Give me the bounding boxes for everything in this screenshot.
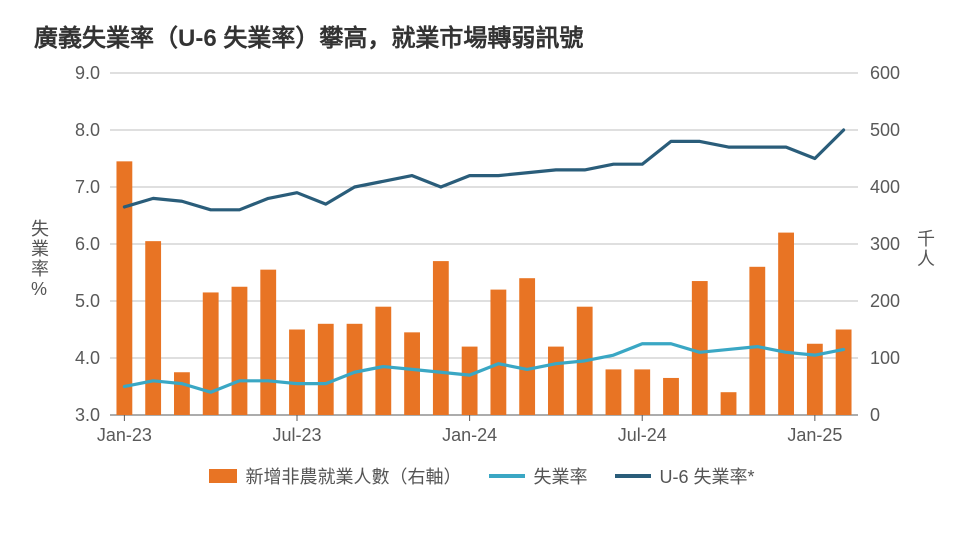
svg-text:400: 400 <box>870 177 900 197</box>
plot-zone: 失業率% 千人 3.04.05.06.07.08.09.001002003004… <box>30 59 934 459</box>
svg-text:8.0: 8.0 <box>75 120 100 140</box>
plot-svg: 3.0 4.0 5.0 6.0 7.0 8.0 9.0 0 100 200 300 400 500 600… <box>30 59 934 459</box>
svg-text:500: 500 <box>870 120 900 140</box>
legend-label: U-6 失業率* <box>659 463 754 489</box>
chart-title: 廣義失業率（U-6 失業率）攀高，就業市場轉弱訊號 <box>34 18 934 53</box>
svg-text:9.0: 9.0 <box>75 63 100 83</box>
legend-item-unemp: 失業率 <box>489 463 587 489</box>
legend-swatch-bar <box>209 469 237 483</box>
svg-text:7.0: 7.0 <box>75 177 100 197</box>
legend-label: 新增非農就業人數（右軸） <box>245 463 461 489</box>
legend-item-u6: U-6 失業率* <box>615 463 754 489</box>
y-left-axis-label: 失業率% <box>26 219 52 301</box>
svg-text:600: 600 <box>870 63 900 83</box>
legend-swatch-line <box>615 474 651 478</box>
svg-text:5.0: 5.0 <box>75 291 100 311</box>
svg-text:4.0: 4.0 <box>75 348 100 368</box>
legend-swatch-line <box>489 474 525 478</box>
svg-text:Jul-23: Jul-23 <box>272 425 321 445</box>
svg-text:200: 200 <box>870 291 900 311</box>
svg-text:100: 100 <box>870 348 900 368</box>
svg-text:3.0: 3.0 <box>75 405 100 425</box>
legend-item-nonfarm: 新增非農就業人數（右軸） <box>209 463 461 489</box>
svg-text:0: 0 <box>870 405 880 425</box>
svg-text:300: 300 <box>870 234 900 254</box>
svg-text:Jul-24: Jul-24 <box>618 425 667 445</box>
chart-container: 廣義失業率（U-6 失業率）攀高，就業市場轉弱訊號 失業率% 千人 3.0 4.0… <box>0 0 964 534</box>
svg-text:Jan-24: Jan-24 <box>442 425 497 445</box>
svg-text:Jan-23: Jan-23 <box>97 425 152 445</box>
legend-label: 失業率 <box>533 463 587 489</box>
y-right-axis-label: 千人 <box>912 229 938 269</box>
svg-text:6.0: 6.0 <box>75 234 100 254</box>
legend: 新增非農就業人數（右軸） 失業率 U-6 失業率* <box>30 463 934 489</box>
svg-text:Jan-25: Jan-25 <box>787 425 842 445</box>
